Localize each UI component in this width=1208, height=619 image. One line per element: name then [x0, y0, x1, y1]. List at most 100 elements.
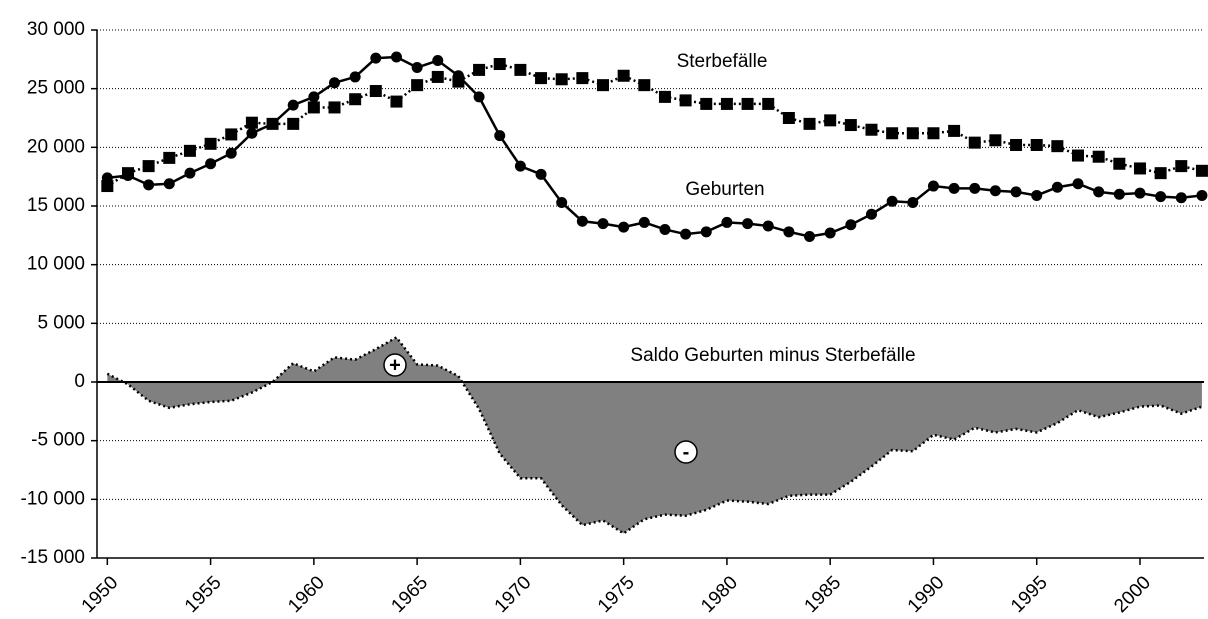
marker	[700, 97, 713, 110]
marker	[638, 79, 651, 92]
marker	[948, 124, 961, 137]
marker	[452, 75, 465, 88]
marker	[1092, 150, 1105, 163]
marker	[163, 178, 175, 190]
x-tick-label: 1975	[594, 572, 639, 617]
marker	[390, 51, 402, 63]
marker	[329, 77, 341, 89]
series-label: Geburten	[685, 179, 764, 200]
x-tick-label: 1995	[1007, 572, 1052, 617]
marker	[1195, 164, 1208, 177]
marker	[824, 227, 836, 239]
marker	[1010, 186, 1022, 198]
y-tick-label: -10 000	[21, 488, 85, 509]
marker	[907, 196, 919, 208]
marker	[597, 218, 609, 230]
marker	[101, 180, 114, 193]
marker	[782, 112, 795, 124]
marker	[473, 91, 485, 103]
marker	[1051, 181, 1063, 193]
x-tick-label: 1960	[284, 572, 329, 617]
marker	[411, 79, 424, 92]
marker	[679, 94, 692, 107]
y-tick-label: 20 000	[27, 136, 85, 157]
series-label: Sterbefälle	[677, 51, 768, 72]
y-tick-label: 5 000	[37, 312, 85, 333]
marker	[927, 127, 940, 140]
annotation-badge	[674, 440, 698, 464]
marker	[1155, 191, 1167, 203]
marker	[1154, 167, 1167, 180]
marker	[246, 127, 258, 139]
marker	[1093, 186, 1105, 198]
marker	[989, 185, 1001, 197]
marker	[845, 219, 857, 231]
marker	[1133, 162, 1146, 175]
marker	[411, 62, 423, 74]
marker	[184, 167, 196, 179]
marker	[431, 70, 444, 83]
marker	[1175, 160, 1188, 173]
marker	[969, 182, 981, 194]
marker	[783, 226, 795, 238]
y-tick-label: -15 000	[21, 547, 85, 568]
marker	[1051, 140, 1064, 153]
marker	[556, 196, 568, 208]
marker	[390, 95, 403, 108]
marker	[205, 158, 217, 170]
marker	[143, 179, 155, 191]
marker	[535, 72, 548, 85]
marker	[514, 63, 527, 76]
annotation: -	[683, 441, 690, 463]
marker	[287, 117, 300, 130]
area-fill	[107, 337, 1202, 534]
marker	[225, 128, 238, 141]
marker	[535, 168, 547, 180]
marker	[721, 216, 733, 228]
marker	[596, 79, 609, 92]
x-tick-label: 1950	[78, 572, 123, 617]
marker	[1072, 178, 1084, 190]
marker	[617, 69, 630, 82]
marker	[618, 221, 630, 233]
marker	[1031, 189, 1043, 201]
marker	[121, 167, 134, 180]
marker	[742, 218, 754, 230]
y-tick-label: -5 000	[31, 430, 85, 451]
marker	[824, 114, 837, 127]
marker	[844, 119, 857, 132]
marker	[989, 134, 1002, 147]
series-label: Saldo Geburten minus Sterbefälle	[630, 345, 915, 366]
marker	[865, 208, 877, 220]
marker	[948, 182, 960, 194]
marker	[308, 91, 320, 103]
marker	[680, 228, 692, 240]
y-tick-label: 0	[74, 371, 85, 392]
marker	[1134, 187, 1146, 199]
marker	[803, 117, 816, 130]
y-tick-label: 25 000	[27, 78, 85, 99]
marker	[142, 160, 155, 173]
marker	[576, 215, 588, 227]
marker	[349, 71, 361, 83]
marker	[886, 127, 899, 140]
marker	[163, 151, 176, 164]
x-tick-label: 1965	[387, 572, 432, 617]
marker	[804, 231, 816, 243]
marker	[473, 63, 486, 76]
marker	[328, 101, 341, 114]
marker	[1072, 149, 1085, 162]
marker	[1196, 189, 1208, 201]
marker	[638, 216, 650, 228]
y-tick-label: 10 000	[27, 254, 85, 275]
y-tick-label: 15 000	[27, 195, 85, 216]
marker	[741, 97, 754, 110]
marker	[370, 52, 382, 64]
marker	[720, 97, 733, 110]
x-tick-label: 1990	[904, 572, 949, 617]
marker	[1010, 138, 1023, 151]
marker	[1113, 157, 1126, 170]
marker	[494, 130, 506, 142]
x-tick-label: 2000	[1110, 572, 1155, 617]
